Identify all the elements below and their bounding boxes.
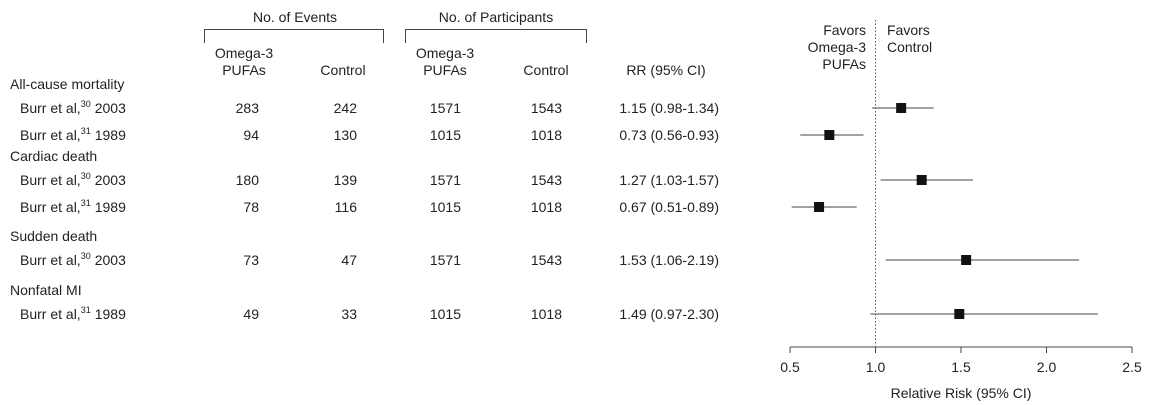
events-omega-cell: 49 [243,306,259,322]
point-estimate [824,130,835,140]
participants-omega-header-2: PUFAs [423,62,467,78]
participants-omega-cell: 1571 [429,172,461,188]
events-control-cell: 47 [341,252,357,268]
study-label: Burr et al,30 2003 [20,251,126,269]
study-ref: 30 [80,251,91,261]
participants-omega-cell: 1571 [429,252,461,268]
events-omega-header-1: Omega-3 [214,45,274,61]
participants-bracket [405,29,587,43]
participants-omega-cell: 1015 [429,306,461,322]
study-author: Burr et al, [20,172,81,188]
x-axis-label: Relative Risk (95% CI) [890,385,1032,401]
events-control-cell: 33 [341,306,357,322]
study-ref: 31 [80,305,91,315]
study-label: Burr et al,30 2003 [20,99,126,117]
participants-omega-cell: 1015 [429,199,461,215]
group-label: All-cause mortality [10,76,125,92]
study-year: 2003 [94,172,126,188]
events-omega-header-2: PUFAs [222,62,266,78]
point-estimate [954,309,965,319]
study-year: 2003 [94,100,126,116]
study-year: 1989 [94,199,126,215]
rr-cell: 0.67 (0.51-0.89) [619,199,719,215]
events-omega-cell: 78 [243,199,259,215]
rr-cell: 0.73 (0.56-0.93) [619,127,719,143]
point-estimate [896,103,907,113]
favors-omega-label-3: PUFAs [822,56,866,72]
study-author: Burr et al, [20,306,81,322]
participants-control-cell: 1018 [530,306,562,322]
rr-cell: 1.27 (1.03-1.57) [619,172,719,188]
participants-control-cell: 1543 [530,100,562,116]
study-ref: 31 [80,126,91,136]
events-omega-cell: 94 [243,127,259,143]
events-control-cell: 130 [333,127,357,143]
study-year: 1989 [94,127,126,143]
favors-omega-label-2: Omega-3 [807,39,866,55]
point-estimate [961,255,972,265]
participants-omega-header-1: Omega-3 [415,45,475,61]
x-tick-label: 2.0 [1037,359,1057,375]
study-label: Burr et al,30 2003 [20,171,126,189]
participants-control-cell: 1018 [530,199,562,215]
participants-control-header: Control [523,62,569,78]
x-tick-label: 1.5 [951,359,971,375]
x-tick-label: 2.5 [1122,359,1142,375]
events-control-header: Control [320,62,366,78]
favors-control-label-1: Favors [887,22,930,38]
study-label: Burr et al,31 1989 [20,305,126,323]
study-year: 1989 [94,306,126,322]
events-bracket [204,29,384,43]
favors-control-label-2: Control [887,39,933,55]
study-label: Burr et al,31 1989 [20,126,126,144]
rr-cell: 1.15 (0.98-1.34) [619,100,719,116]
events-group-header: No. of Events [252,9,338,25]
events-control-cell: 139 [333,172,357,188]
group-label: Sudden death [10,228,98,244]
study-year: 2003 [94,252,126,268]
participants-control-cell: 1018 [530,127,562,143]
study-author: Burr et al, [20,252,81,268]
point-estimate [814,202,825,212]
group-label: Cardiac death [10,148,98,164]
study-author: Burr et al, [20,127,81,143]
study-ref: 31 [80,198,91,208]
study-ref: 30 [80,171,91,181]
group-label: Nonfatal MI [10,282,82,298]
events-omega-cell: 283 [235,100,259,116]
participants-omega-cell: 1015 [429,127,461,143]
participants-omega-cell: 1571 [429,100,461,116]
x-tick-label: 0.5 [780,359,800,375]
point-estimate [916,175,927,185]
participants-group-header: No. of Participants [438,9,554,25]
events-control-cell: 242 [333,100,357,116]
participants-control-cell: 1543 [530,252,562,268]
study-author: Burr et al, [20,199,81,215]
rr-cell: 1.49 (0.97-2.30) [619,306,719,322]
rr-cell: 1.53 (1.06-2.19) [619,252,719,268]
events-omega-cell: 73 [243,252,259,268]
events-control-cell: 116 [334,199,357,215]
favors-omega-label-1: Favors [823,22,866,38]
events-omega-cell: 180 [235,172,259,188]
rr-header: RR (95% CI) [626,62,706,78]
x-tick-label: 1.0 [866,359,886,375]
study-label: Burr et al,31 1989 [20,198,126,216]
participants-control-cell: 1543 [530,172,562,188]
study-ref: 30 [80,99,91,109]
study-author: Burr et al, [20,100,81,116]
